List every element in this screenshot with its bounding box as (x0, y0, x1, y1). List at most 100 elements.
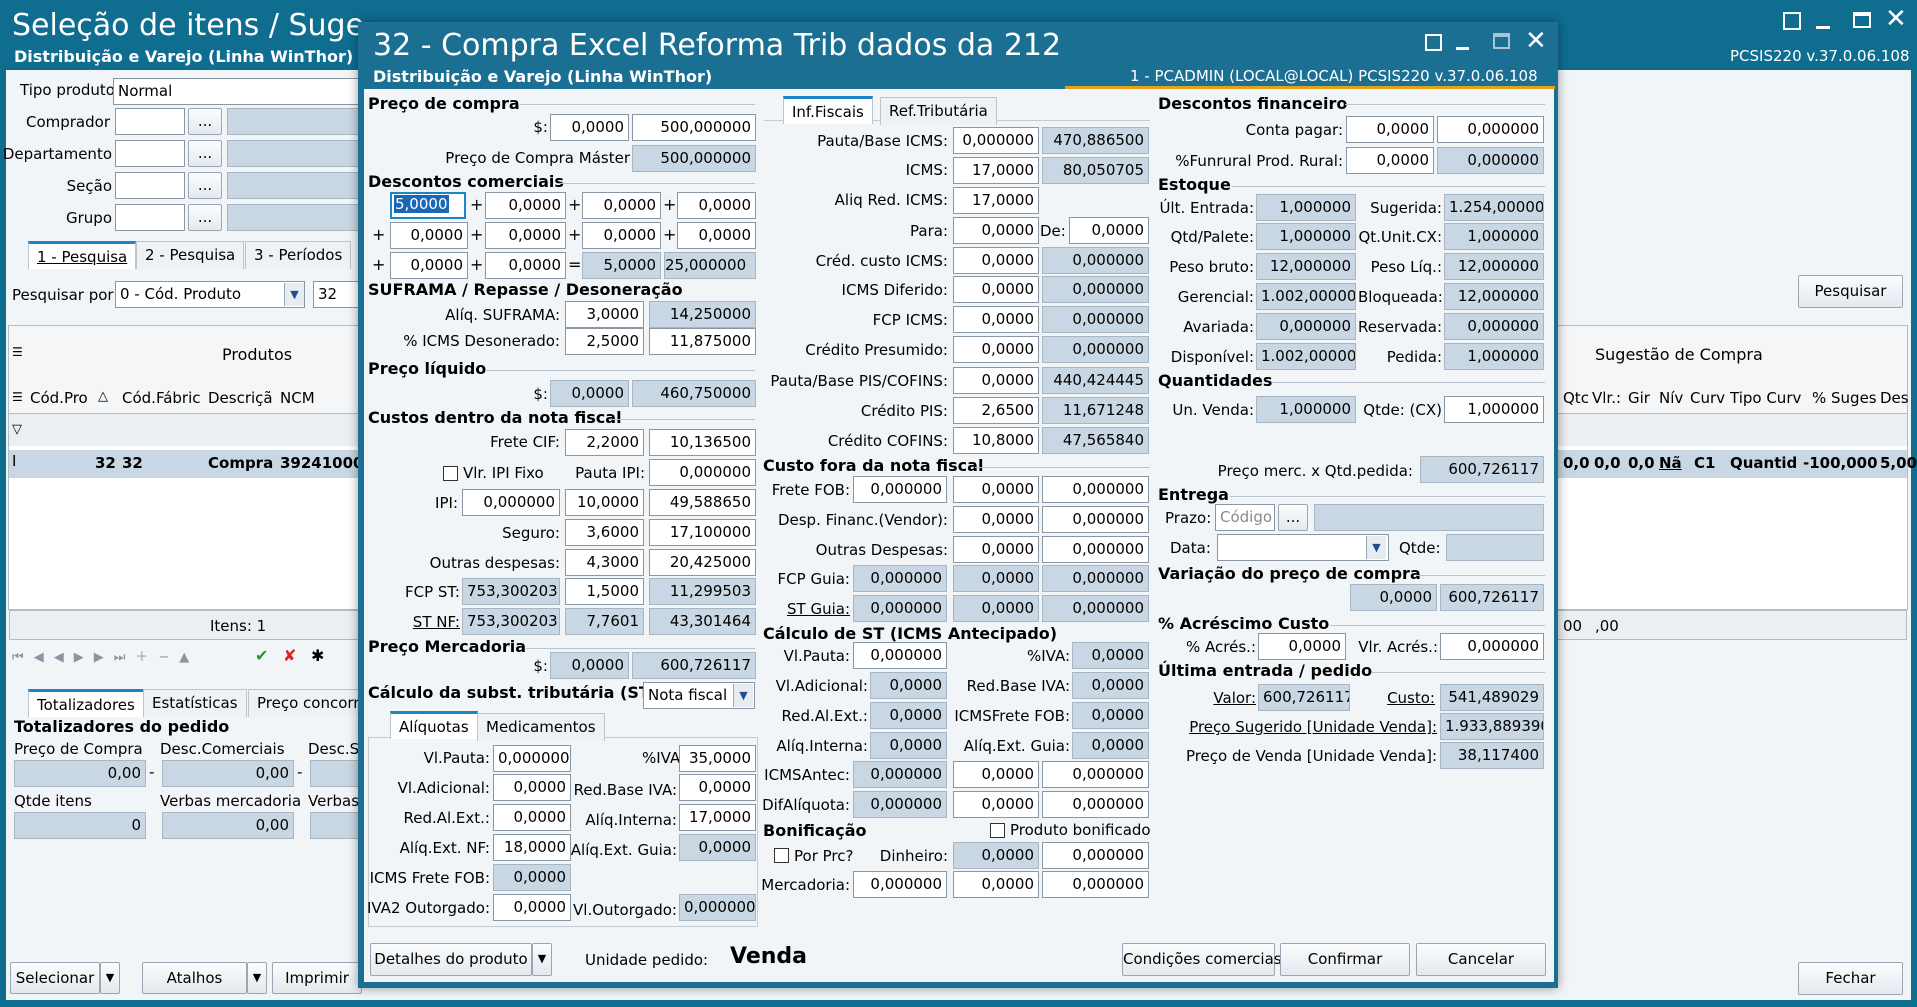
seguro-value[interactable]: 17,100000 (649, 519, 756, 546)
acres-field[interactable]: 0,0000 (1258, 633, 1346, 660)
conta-pagar-field[interactable]: 0,0000 (1346, 116, 1434, 143)
vl-pauta-field[interactable]: 0,000000 (493, 745, 571, 772)
valor-label[interactable]: Valor: (1213, 689, 1256, 707)
main-close-icon[interactable]: ✕ (1885, 4, 1907, 34)
grid-col-right-7[interactable]: Des (1880, 389, 1909, 407)
frete-cif-value[interactable]: 10,136500 (649, 429, 756, 456)
desc-2-4[interactable]: 0,0000 (677, 222, 756, 249)
vlr-acres-field[interactable]: 0,000000 (1440, 633, 1544, 660)
outras-desp-value[interactable]: 0,000000 (1042, 536, 1149, 563)
iva-field[interactable]: 35,0000 (679, 745, 756, 772)
vlr-ipi-fixo-checkbox[interactable] (443, 466, 458, 481)
secao-lookup-button[interactable]: ... (188, 172, 222, 199)
outras-despesas-field[interactable]: 4,3000 (565, 549, 644, 576)
nav-confirm-icon[interactable]: ✔ (255, 646, 269, 665)
dif-aliquota-field-2[interactable]: 0,0000 (953, 791, 1039, 818)
tab-pesquisa-1[interactable]: 1 - Pesquisa (28, 241, 137, 269)
main-minimize-icon[interactable] (1816, 26, 1830, 29)
produto-bonificado-checkbox[interactable] (990, 823, 1005, 838)
st-nf-label[interactable]: ST NF: (412, 613, 460, 631)
grid-columns-icon[interactable]: ☰ (12, 390, 23, 404)
iva2-field[interactable]: 0,0000 (493, 894, 571, 921)
grid-col-codpro[interactable]: Cód.Pro (30, 389, 88, 407)
aliq-ext-nf-field[interactable]: 18,0000 (493, 834, 571, 861)
funrural-field[interactable]: 0,0000 (1346, 147, 1434, 174)
detalhes-produto-button[interactable]: Detalhes do produto (370, 943, 532, 976)
tab-estatisticas[interactable]: Estatísticas (143, 689, 247, 717)
outras-despesas-value[interactable]: 20,425000 (649, 549, 756, 576)
atalhos-dropdown-icon[interactable]: ▼ (247, 962, 267, 994)
cred-presumido-field[interactable]: 0,0000 (953, 336, 1039, 363)
departamento-lookup-button[interactable]: ... (188, 140, 222, 167)
qtde-cx-field[interactable]: 1,000000 (1444, 396, 1544, 423)
preco-sugerido-label[interactable]: Preço Sugerido [Unidade Venda]: (1189, 718, 1437, 736)
grupo-field[interactable] (115, 204, 185, 231)
desc-3-1[interactable]: 0,0000 (390, 252, 468, 279)
prazo-field[interactable]: Código (1215, 504, 1275, 531)
icms-field[interactable]: 17,0000 (953, 157, 1039, 184)
desp-financ-field[interactable]: 0,0000 (953, 506, 1039, 533)
pesquisar-por-dropdown-icon[interactable]: ▼ (284, 283, 304, 306)
tab-pesquisa-2[interactable]: 2 - Pesquisa (136, 241, 245, 269)
tab-ref-tributaria[interactable]: Ref.Tributária (880, 97, 997, 125)
outras-desp-field[interactable]: 0,0000 (953, 536, 1039, 563)
tab-totalizadores[interactable]: Totalizadores (28, 689, 144, 717)
tab-medicamentos[interactable]: Medicamentos (477, 713, 605, 741)
icms-antec-value[interactable]: 0,000000 (1042, 761, 1149, 788)
desc-1-3[interactable]: 0,0000 (582, 192, 661, 219)
dialog-maximize-icon[interactable] (1493, 33, 1510, 49)
mercadoria-value[interactable]: 0,000000 (1042, 871, 1149, 898)
grid-col-right-1[interactable]: Vlr.: (1592, 389, 1622, 407)
seguro-field[interactable]: 3,6000 (565, 519, 644, 546)
frete-cif-field[interactable]: 2,2000 (565, 429, 644, 456)
confirmar-button[interactable]: Confirmar (1280, 943, 1410, 976)
desc-2-2[interactable]: 0,0000 (485, 222, 566, 249)
st-vl-pauta-field[interactable]: 0,000000 (853, 642, 947, 669)
st-guia-label[interactable]: ST Guia: (787, 600, 850, 618)
pauta-base-icms-field[interactable]: 0,000000 (953, 127, 1039, 154)
custo-label[interactable]: Custo: (1387, 689, 1435, 707)
departamento-field[interactable] (115, 140, 185, 167)
icms-antec-field-2[interactable]: 0,0000 (953, 761, 1039, 788)
imprimir-button[interactable]: Imprimir (272, 962, 362, 994)
icms-diferido-field[interactable]: 0,0000 (953, 276, 1039, 303)
desc-1-2[interactable]: 0,0000 (485, 192, 566, 219)
conta-pagar-value[interactable]: 0,000000 (1437, 116, 1544, 143)
pauta-ipi-field[interactable]: 0,000000 (649, 459, 756, 486)
desc-3-2[interactable]: 0,0000 (485, 252, 566, 279)
tab-periodos[interactable]: 3 - Períodos (245, 241, 352, 269)
por-prc-checkbox[interactable] (774, 848, 789, 863)
pesquisar-por-select[interactable]: 0 - Cód. Produto (115, 281, 305, 308)
detalhes-dropdown-icon[interactable]: ▼ (532, 943, 552, 976)
calc-subst-dropdown-icon[interactable]: ▼ (733, 684, 753, 707)
icms-deson-value[interactable]: 11,875000 (649, 328, 756, 355)
dinheiro-value[interactable]: 0,000000 (1042, 842, 1149, 869)
ipi-value[interactable]: 49,588650 (649, 489, 756, 516)
frete-fob-field-1[interactable]: 0,000000 (853, 476, 947, 503)
data-field[interactable] (1217, 534, 1389, 561)
grid-col-right-2[interactable]: Gir (1628, 389, 1650, 407)
dialog-minimize-icon[interactable] (1456, 47, 1469, 50)
pauta-pis-cofins-field[interactable]: 0,0000 (953, 367, 1039, 394)
desp-financ-value[interactable]: 0,000000 (1042, 506, 1149, 533)
cred-custo-icms-field[interactable]: 0,0000 (953, 247, 1039, 274)
grid-options-icon[interactable]: ☰ (12, 345, 23, 359)
comprador-lookup-button[interactable]: ... (188, 108, 222, 135)
preco-compra-field[interactable]: 0,0000 (550, 114, 629, 141)
grid-col-right-5[interactable]: Tipo Curv (1730, 389, 1802, 407)
tab-preco-concorr[interactable]: Preço concorr (248, 689, 363, 717)
prazo-lookup-button[interactable]: ... (1278, 504, 1308, 531)
condicoes-comerciais-button[interactable]: Condições comercias (1122, 943, 1282, 976)
red-al-ext-field[interactable]: 0,0000 (493, 804, 571, 831)
nav-refresh-icon[interactable]: ✱ (311, 646, 325, 665)
selecionar-button[interactable]: Selecionar (10, 962, 100, 994)
tab-inf-fiscais[interactable]: Inf.Fiscais (783, 96, 873, 124)
tab-aliquotas[interactable]: Alíquotas (390, 711, 478, 739)
para-field[interactable]: 0,0000 (953, 217, 1039, 244)
pesquisar-button[interactable]: Pesquisar (1798, 275, 1903, 308)
icms-deson-field[interactable]: 2,5000 (565, 328, 644, 355)
nav-cancel-icon[interactable]: ✘ (283, 646, 297, 665)
filter-icon[interactable]: ▽ (12, 422, 22, 437)
frete-fob-value[interactable]: 0,000000 (1042, 476, 1149, 503)
frete-fob-field-2[interactable]: 0,0000 (953, 476, 1039, 503)
